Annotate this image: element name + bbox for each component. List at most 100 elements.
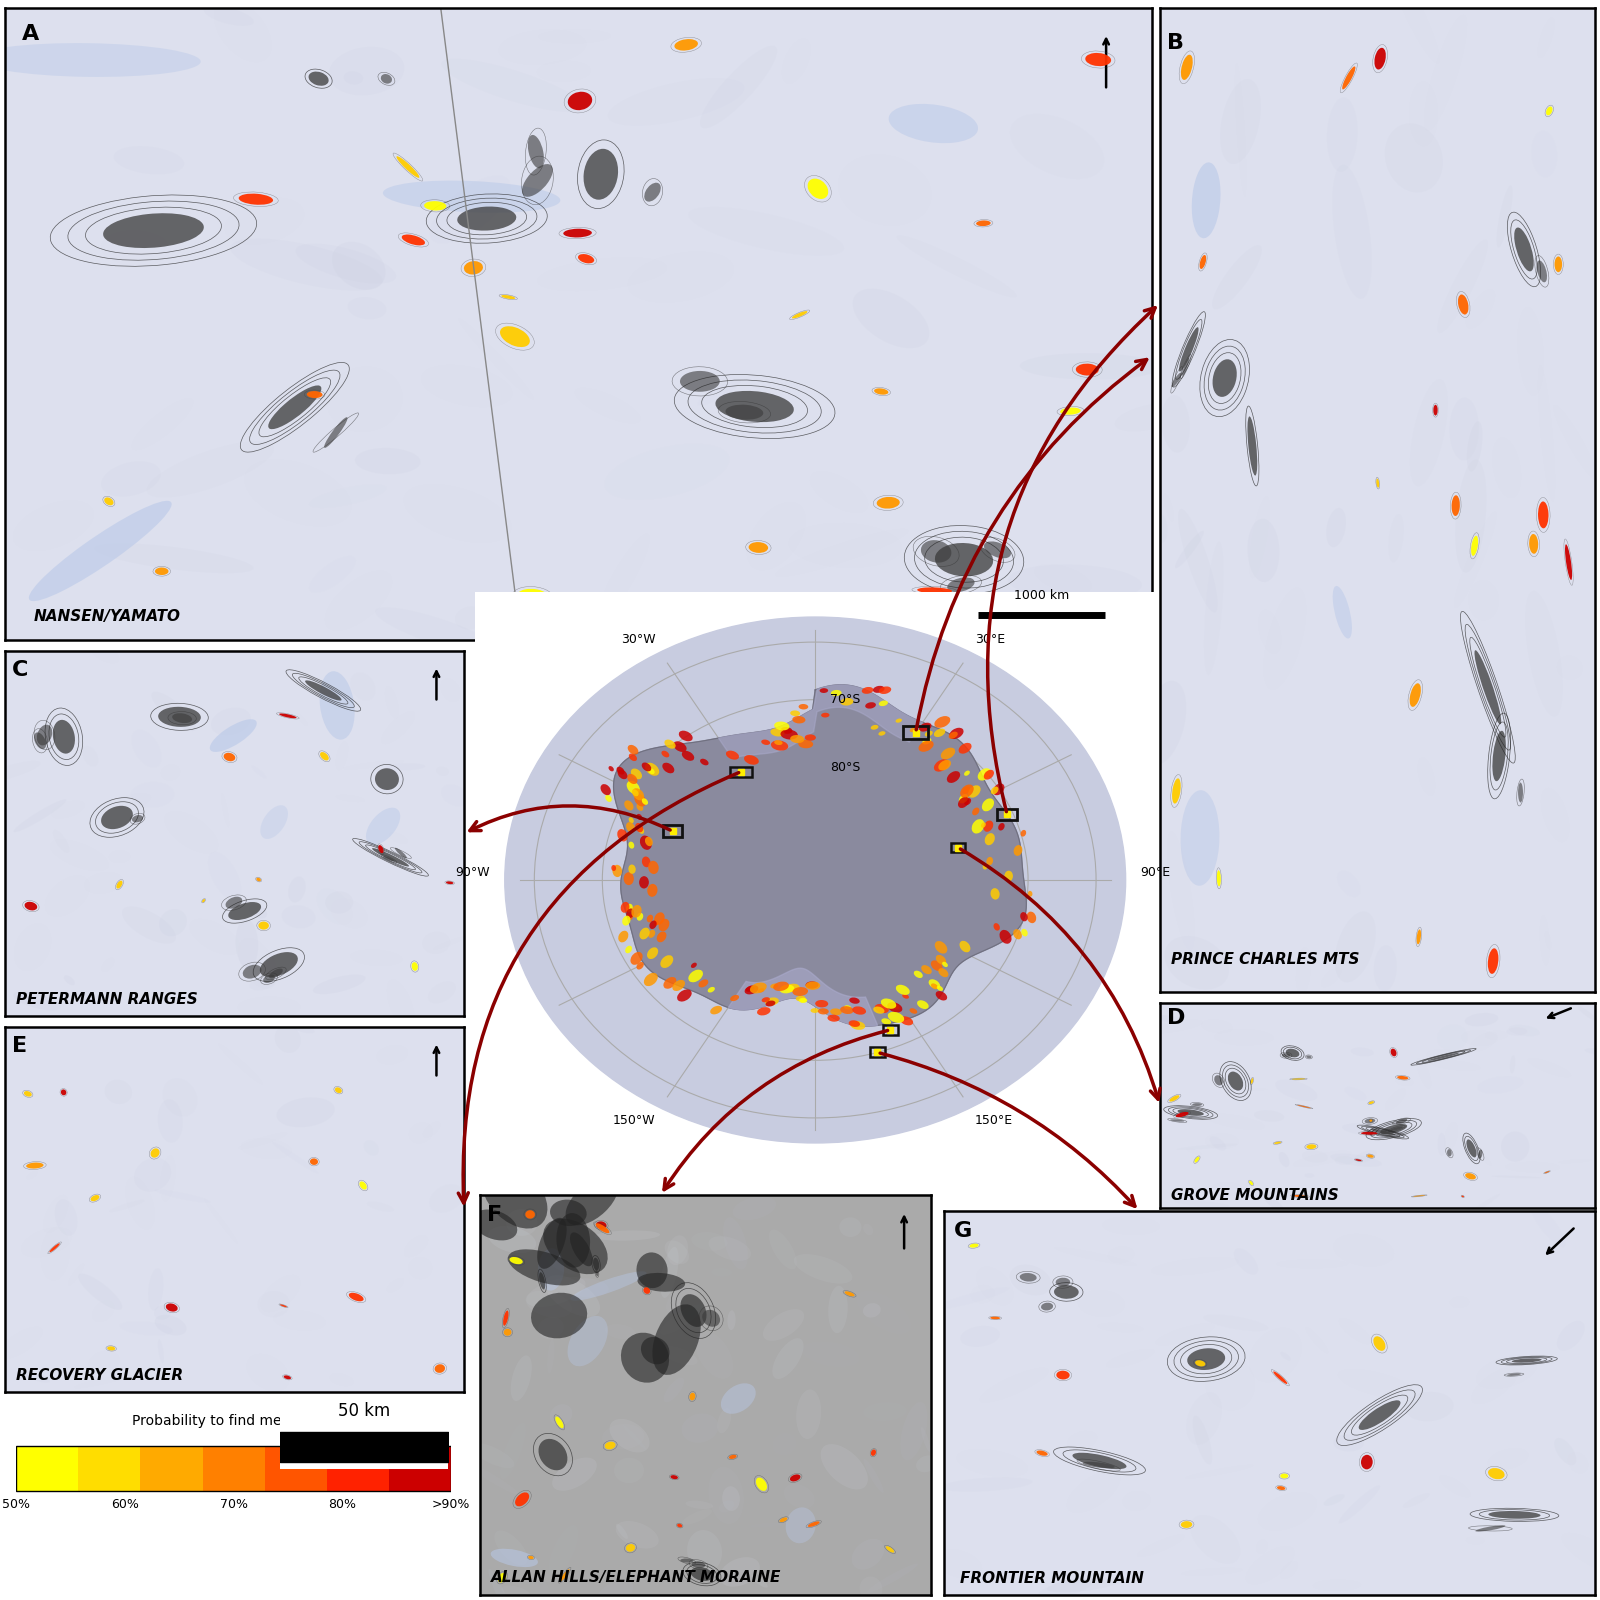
Ellipse shape	[1274, 1371, 1288, 1384]
Ellipse shape	[691, 1566, 714, 1581]
Ellipse shape	[1234, 1157, 1269, 1163]
Ellipse shape	[395, 848, 406, 858]
Ellipse shape	[627, 774, 637, 784]
Ellipse shape	[0, 662, 37, 682]
Ellipse shape	[971, 819, 984, 834]
Ellipse shape	[214, 208, 285, 291]
Ellipse shape	[378, 845, 384, 853]
Ellipse shape	[22, 1336, 88, 1355]
Ellipse shape	[773, 1338, 803, 1379]
Ellipse shape	[1170, 35, 1206, 139]
Ellipse shape	[259, 962, 320, 976]
Ellipse shape	[792, 310, 808, 318]
Bar	[203, 1446, 264, 1491]
Ellipse shape	[984, 770, 994, 779]
Ellipse shape	[1277, 1259, 1349, 1269]
Ellipse shape	[570, 1272, 646, 1301]
Ellipse shape	[797, 1389, 821, 1438]
Ellipse shape	[773, 981, 789, 990]
Ellipse shape	[258, 922, 269, 930]
Ellipse shape	[1210, 1136, 1226, 1150]
Ellipse shape	[454, 606, 485, 629]
Bar	[952, 843, 965, 851]
Ellipse shape	[595, 1230, 661, 1240]
Ellipse shape	[238, 194, 274, 205]
Ellipse shape	[934, 941, 947, 954]
Ellipse shape	[1326, 98, 1358, 171]
Ellipse shape	[1381, 1123, 1408, 1134]
Ellipse shape	[909, 1008, 917, 1014]
Ellipse shape	[1410, 683, 1421, 707]
Ellipse shape	[350, 949, 402, 966]
Ellipse shape	[597, 534, 650, 619]
Ellipse shape	[0, 43, 200, 77]
Ellipse shape	[285, 1003, 323, 1021]
Ellipse shape	[845, 1005, 851, 1010]
Ellipse shape	[1254, 1110, 1285, 1122]
Ellipse shape	[645, 837, 653, 846]
Ellipse shape	[758, 989, 765, 992]
Ellipse shape	[1182, 357, 1189, 376]
Ellipse shape	[522, 165, 554, 197]
Ellipse shape	[275, 1026, 301, 1053]
Ellipse shape	[1488, 1510, 1541, 1518]
Ellipse shape	[1368, 1048, 1384, 1056]
Ellipse shape	[989, 536, 1075, 618]
Ellipse shape	[994, 923, 1000, 931]
Ellipse shape	[888, 1002, 902, 1013]
Ellipse shape	[21, 1370, 50, 1382]
Ellipse shape	[424, 202, 446, 211]
Ellipse shape	[694, 301, 763, 333]
Ellipse shape	[798, 998, 806, 1002]
Ellipse shape	[1530, 1150, 1562, 1165]
Ellipse shape	[998, 822, 1005, 830]
Ellipse shape	[59, 960, 117, 982]
Ellipse shape	[1458, 294, 1469, 315]
Ellipse shape	[1392, 597, 1445, 656]
Ellipse shape	[26, 1163, 43, 1168]
Ellipse shape	[213, 1118, 250, 1152]
Ellipse shape	[1083, 1462, 1115, 1469]
Ellipse shape	[805, 734, 816, 741]
Ellipse shape	[259, 952, 298, 978]
Ellipse shape	[283, 1376, 291, 1379]
Ellipse shape	[1342, 67, 1355, 90]
Ellipse shape	[256, 878, 261, 882]
Ellipse shape	[629, 754, 637, 762]
Ellipse shape	[437, 766, 450, 776]
Text: 80%: 80%	[328, 1498, 357, 1510]
Ellipse shape	[840, 1218, 861, 1237]
Polygon shape	[728, 968, 878, 1026]
Ellipse shape	[1334, 912, 1376, 982]
Ellipse shape	[1434, 826, 1475, 920]
Ellipse shape	[611, 866, 616, 870]
Ellipse shape	[278, 714, 296, 718]
Ellipse shape	[88, 1350, 120, 1374]
Ellipse shape	[230, 174, 296, 246]
Ellipse shape	[226, 896, 242, 909]
Ellipse shape	[338, 1061, 363, 1075]
Ellipse shape	[934, 728, 946, 738]
Ellipse shape	[917, 1000, 928, 1010]
Bar	[997, 808, 1016, 819]
Ellipse shape	[645, 182, 661, 202]
Ellipse shape	[762, 997, 770, 1002]
Ellipse shape	[93, 1019, 115, 1042]
Ellipse shape	[1213, 245, 1262, 309]
Ellipse shape	[1416, 930, 1421, 944]
Ellipse shape	[800, 998, 808, 1003]
Ellipse shape	[629, 864, 635, 874]
Ellipse shape	[830, 1008, 842, 1014]
Ellipse shape	[635, 822, 643, 832]
Ellipse shape	[810, 472, 869, 514]
Ellipse shape	[664, 1378, 685, 1403]
Ellipse shape	[941, 1477, 1032, 1491]
Ellipse shape	[1546, 107, 1552, 115]
Ellipse shape	[1314, 1579, 1362, 1590]
Ellipse shape	[1546, 931, 1552, 949]
Ellipse shape	[29, 26, 82, 91]
Ellipse shape	[1394, 1117, 1440, 1139]
Ellipse shape	[901, 1402, 928, 1461]
Ellipse shape	[261, 805, 288, 838]
Ellipse shape	[882, 998, 896, 1008]
